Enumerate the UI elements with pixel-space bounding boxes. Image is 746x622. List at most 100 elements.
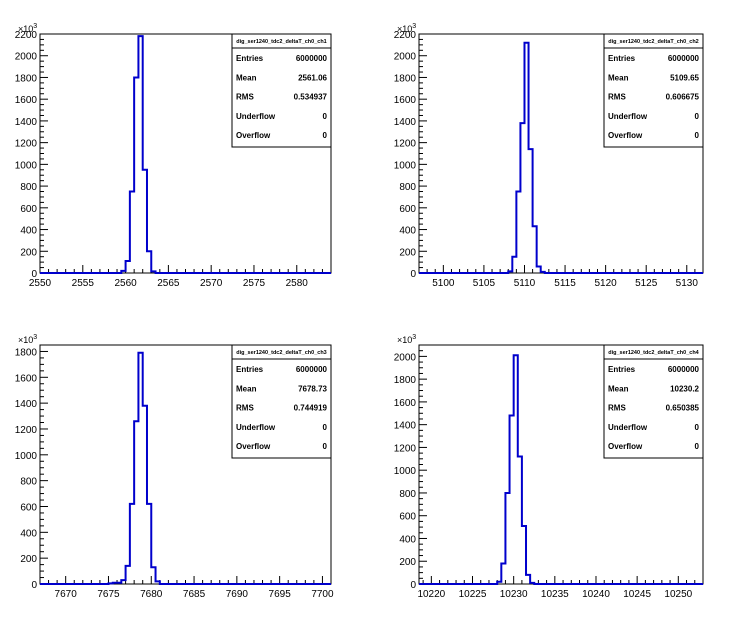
x-tick-label: 7700 (311, 589, 334, 600)
x-tick-label: 5105 (473, 278, 496, 289)
x-tick-label: 7695 (269, 589, 292, 600)
y-tick-label: 1200 (394, 443, 417, 454)
stats-label: RMS (236, 404, 254, 413)
stats-value: 0.744919 (294, 404, 328, 413)
stats-value: 0 (695, 423, 700, 432)
histogram-bin (151, 271, 155, 273)
y-tick-label: 1200 (15, 425, 38, 436)
stats-value: 0 (695, 112, 700, 121)
histogram-bin (501, 564, 505, 584)
histogram-panel-3: 7670 7675 7680 7685 7690 7695 7700 0 200 400 600 80… (15, 334, 334, 600)
y-tick-label: 1400 (394, 421, 417, 432)
y-scale-exponent: 3 (412, 23, 416, 30)
stats-label: Entries (236, 54, 264, 63)
x-tick-label: 10245 (623, 589, 651, 600)
y-tick-label: 1000 (394, 466, 417, 477)
histogram-bin (512, 257, 516, 273)
y-tick-label: 600 (20, 204, 37, 215)
y-tick-label: 0 (31, 580, 37, 591)
histogram-panel-1: 2550 2555 2560 2565 2570 2575 2580 0 200 400 600 80… (15, 23, 332, 289)
x-tick-label: 7675 (97, 589, 120, 600)
x-tick-label: 5125 (635, 278, 658, 289)
histogram-bin (497, 582, 501, 584)
y-tick-label: 0 (31, 269, 37, 280)
histogram-bin (520, 123, 524, 273)
histogram-bin (522, 526, 526, 584)
y-tick-label: 2200 (15, 30, 38, 41)
x-tick-label: 10235 (541, 589, 569, 600)
stats-label: Underflow (608, 423, 648, 432)
stats-value: 2561.06 (298, 73, 327, 82)
histogram-bin (526, 575, 530, 584)
y-scale-exponent: 3 (33, 23, 37, 30)
y-tick-label: 800 (399, 182, 416, 193)
stats-value: 0.534937 (294, 93, 328, 102)
x-tick-label: 2565 (157, 278, 180, 289)
y-tick-label: 200 (20, 247, 37, 258)
stats-value: 7678.73 (298, 384, 327, 393)
y-scale-label: ×103 (18, 334, 37, 345)
histogram-bin (147, 251, 151, 273)
y-scale-base: ×10 (397, 24, 412, 34)
stats-value: 10230.2 (670, 384, 699, 393)
stats-label: Overflow (608, 442, 643, 451)
histogram-bin (138, 36, 142, 273)
y-scale-base: ×10 (397, 335, 412, 345)
x-tick-label: 7685 (183, 589, 206, 600)
histogram-outline (419, 41, 703, 274)
histogram-bin (126, 261, 130, 273)
stats-label: Mean (608, 73, 629, 82)
x-tick-label: 7690 (226, 589, 249, 600)
histogram-bin (516, 192, 520, 273)
y-tick-label: 1000 (15, 451, 38, 462)
x-tick-label: 5115 (554, 278, 576, 289)
stats-box (231, 33, 332, 148)
y-tick-label: 200 (399, 247, 416, 258)
y-tick-label: 1800 (15, 73, 38, 84)
y-scale-base: ×10 (18, 24, 33, 34)
histogram-bin (143, 170, 147, 273)
histogram-outline (40, 35, 331, 274)
stats-label: Overflow (608, 131, 643, 140)
histogram-bin (529, 149, 533, 273)
histogram-outline (40, 351, 331, 585)
stats-value: 6000000 (296, 54, 328, 63)
histogram-bin (510, 416, 514, 584)
y-tick-label: 1800 (15, 347, 38, 358)
histogram-bin (113, 583, 117, 584)
stats-label: Underflow (236, 423, 276, 432)
y-tick-label: 200 (399, 557, 416, 568)
histogram-panel-2: 5100 5105 5110 5115 5120 5125 5130 0 200 400 600 80… (394, 23, 704, 289)
histogram-bin (108, 583, 112, 584)
y-tick-label: 800 (399, 489, 416, 500)
histogram-bin (117, 583, 121, 584)
y-tick-label: 2000 (394, 352, 417, 363)
y-tick-label: 1000 (15, 160, 38, 171)
y-tick-label: 2000 (394, 52, 417, 63)
stats-label: Mean (236, 73, 257, 82)
y-tick-label: 1200 (394, 139, 417, 150)
x-tick-label: 10240 (582, 589, 610, 600)
histogram-bin (537, 266, 541, 273)
stats-title: dig_ser1240_tdc2_deltaT_ch0_ch3 (236, 350, 327, 356)
x-tick-label: 10250 (664, 589, 692, 600)
y-tick-label: 600 (399, 512, 416, 523)
y-tick-label: 400 (399, 534, 416, 545)
x-tick-label: 7670 (55, 589, 78, 600)
stats-value: 0.650385 (666, 404, 700, 413)
histogram-bin (514, 355, 518, 584)
x-tick-label: 10230 (500, 589, 528, 600)
stats-title: dig_ser1240_tdc2_deltaT_ch0_ch1 (236, 39, 327, 45)
x-tick-label: 5110 (514, 278, 536, 289)
stats-value: 5109.65 (670, 73, 699, 82)
y-tick-label: 1400 (15, 399, 38, 410)
histogram-panel-4: 10220 10225 10230 10235 10240 10245 10250 0 200 4… (394, 334, 704, 600)
stats-label: Entries (236, 365, 264, 374)
x-tick-label: 2575 (243, 278, 266, 289)
y-tick-label: 800 (20, 182, 37, 193)
stats-value: 0 (323, 423, 328, 432)
histogram-bin (130, 192, 134, 273)
y-tick-label: 400 (20, 528, 37, 539)
y-tick-label: 0 (410, 269, 416, 280)
